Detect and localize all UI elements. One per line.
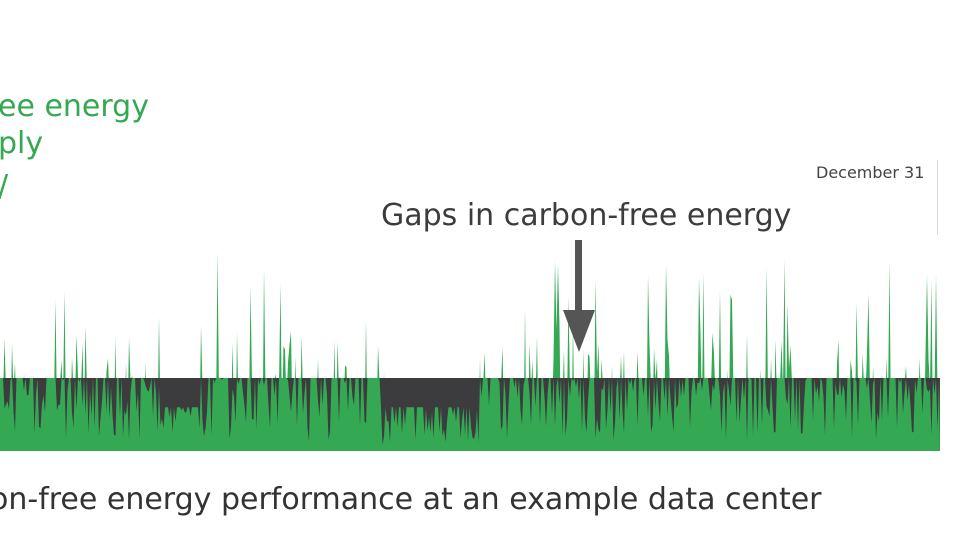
legend-line-2: ply [0, 126, 44, 161]
date-marker-line [937, 160, 938, 235]
arrow-head [563, 310, 595, 352]
annotation-arrow [563, 240, 595, 352]
chart-caption: on-free energy performance at an example… [0, 482, 822, 517]
annotation-label: Gaps in carbon-free energy [381, 198, 792, 233]
supply-area-under [0, 378, 940, 451]
date-end-label: December 31 [816, 163, 925, 182]
arrow-shaft [575, 240, 582, 312]
legend-line-3: / [0, 172, 8, 202]
supply-series-under [0, 378, 940, 451]
legend-line-1: ee energy [0, 89, 149, 124]
